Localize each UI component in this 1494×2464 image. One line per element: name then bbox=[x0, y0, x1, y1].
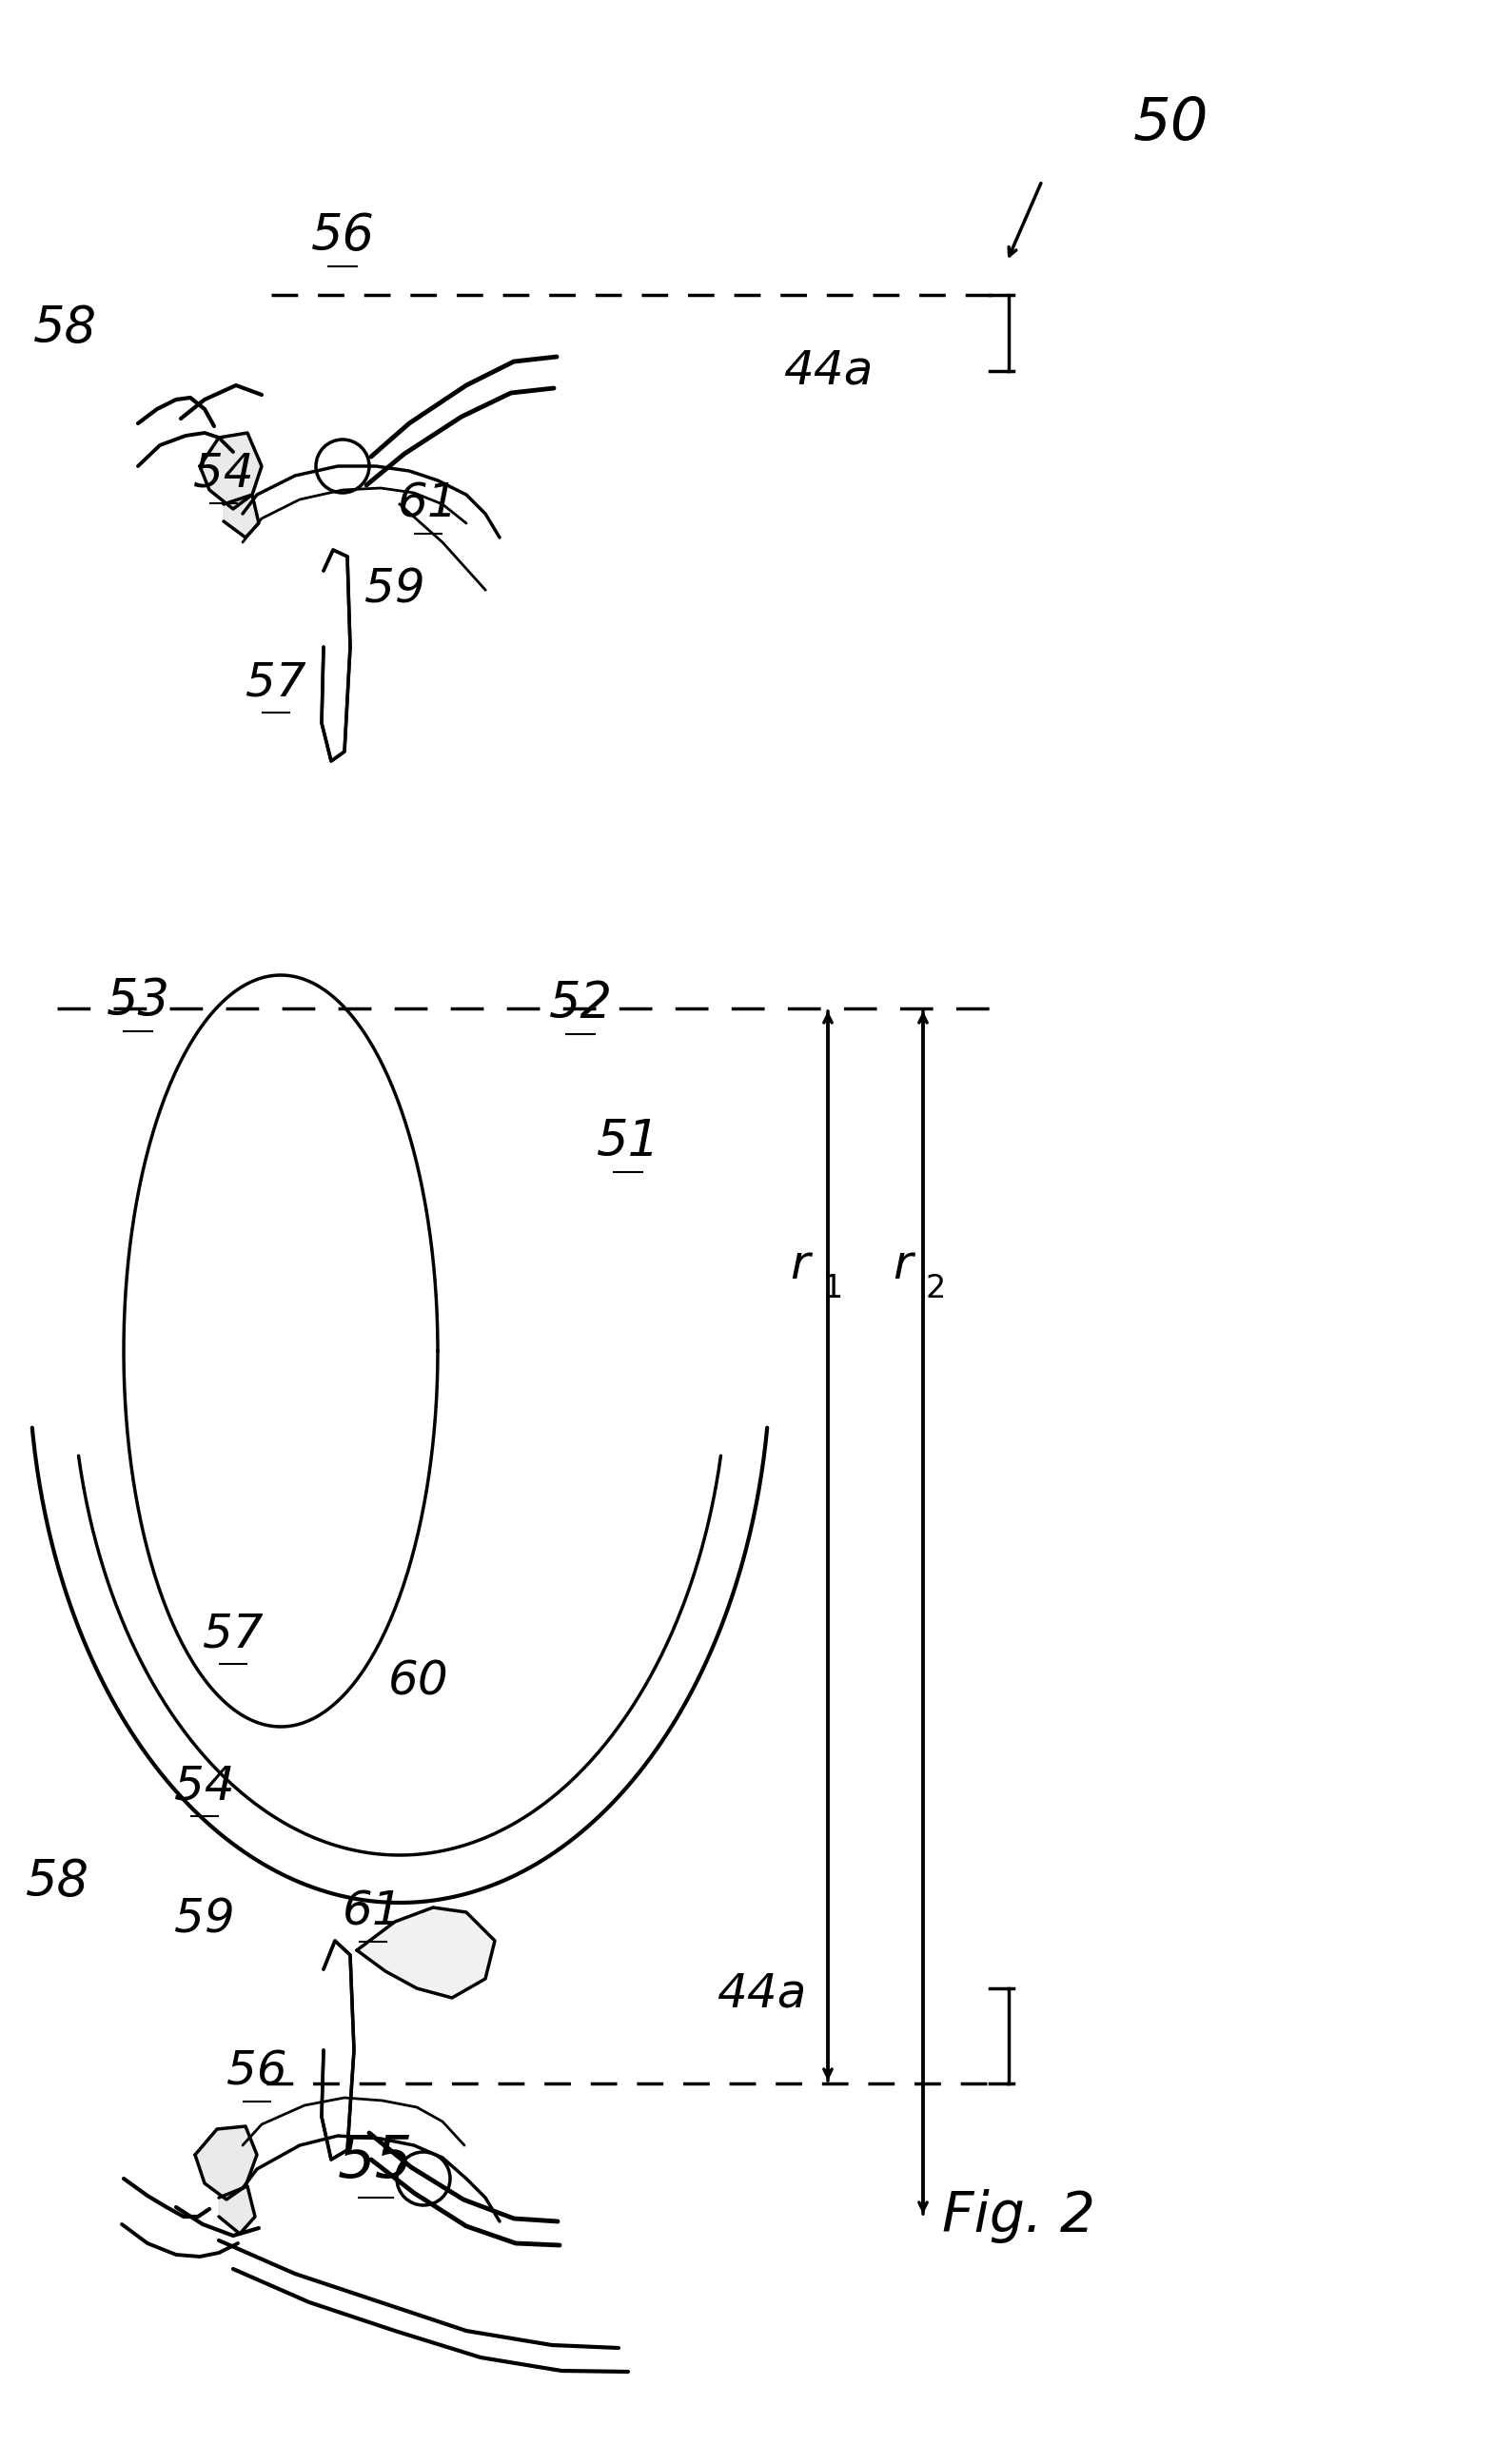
Text: 50: 50 bbox=[1132, 96, 1209, 153]
Text: 44a: 44a bbox=[783, 347, 872, 394]
Polygon shape bbox=[196, 2126, 257, 2200]
Polygon shape bbox=[321, 1942, 354, 2158]
Text: 54: 54 bbox=[175, 1764, 235, 1809]
Text: 57: 57 bbox=[203, 1611, 263, 1658]
Text: 1: 1 bbox=[823, 1274, 843, 1306]
Polygon shape bbox=[321, 549, 350, 761]
Text: 58: 58 bbox=[33, 303, 97, 352]
Text: 59: 59 bbox=[365, 567, 426, 614]
Text: Fig. 2: Fig. 2 bbox=[941, 2190, 1095, 2245]
Text: 61: 61 bbox=[397, 480, 459, 527]
Text: r: r bbox=[892, 1242, 911, 1289]
Text: 61: 61 bbox=[342, 1890, 403, 1934]
Text: 57: 57 bbox=[245, 660, 306, 705]
Text: 56: 56 bbox=[227, 2050, 287, 2094]
Text: 56: 56 bbox=[311, 212, 375, 261]
Text: 54: 54 bbox=[193, 451, 254, 498]
Text: 60: 60 bbox=[388, 1658, 450, 1705]
Text: 58: 58 bbox=[25, 1858, 90, 1907]
Polygon shape bbox=[357, 1907, 495, 1998]
Text: 2: 2 bbox=[925, 1274, 946, 1306]
Text: 44a: 44a bbox=[716, 1971, 807, 2016]
Text: 59: 59 bbox=[175, 1897, 235, 1942]
Text: 51: 51 bbox=[596, 1116, 660, 1165]
Polygon shape bbox=[218, 2186, 255, 2235]
Text: 52: 52 bbox=[548, 978, 613, 1027]
Polygon shape bbox=[224, 495, 258, 537]
Text: r: r bbox=[790, 1242, 810, 1289]
Polygon shape bbox=[200, 434, 261, 510]
Text: 53: 53 bbox=[106, 976, 170, 1025]
Text: 55: 55 bbox=[338, 2134, 414, 2190]
